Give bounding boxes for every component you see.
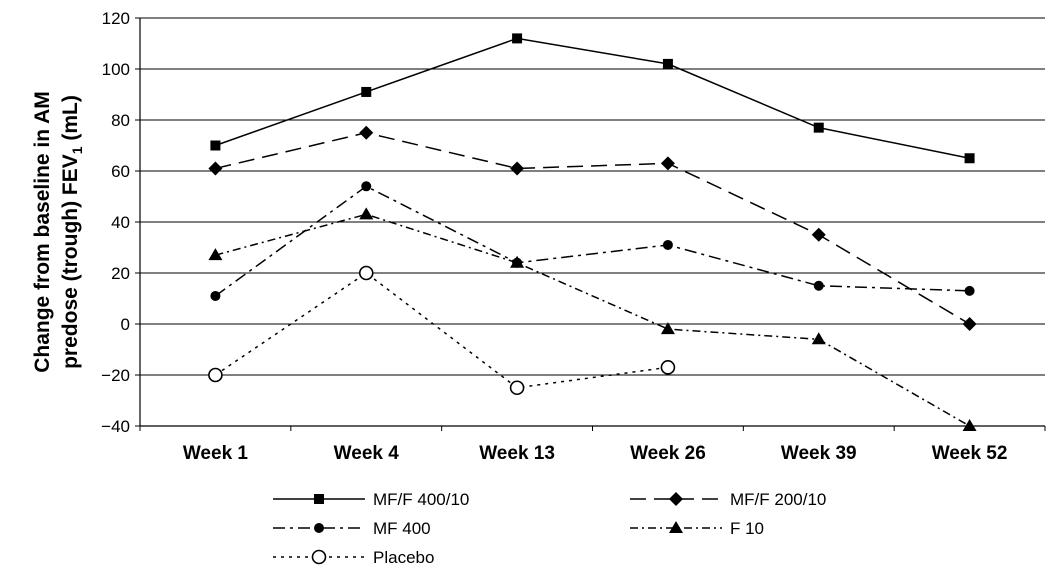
- legend-marker: [311, 549, 327, 565]
- legend-item: Placebo: [273, 548, 434, 567]
- data-point: [509, 380, 525, 396]
- legend-label: F 10: [730, 519, 764, 538]
- y-tick-label: −40: [101, 417, 130, 436]
- x-tick-label: Week 13: [479, 443, 555, 464]
- series-mf-f-400-10: [210, 33, 975, 164]
- legend-item: MF 400: [273, 519, 431, 538]
- x-tick-label: Week 1: [183, 443, 249, 464]
- data-point: [208, 161, 223, 176]
- series-line: [215, 213, 970, 427]
- data-point: [811, 332, 826, 345]
- data-point: [208, 248, 223, 261]
- series-mf-f-200-10: [208, 125, 977, 331]
- y-axis-label-unit: (mL): [59, 95, 82, 146]
- series-line: [214, 185, 970, 297]
- legend-item: MF/F 200/10: [630, 490, 826, 509]
- series-f-10: [208, 207, 977, 431]
- axes: [139, 18, 1045, 427]
- series-line: [215, 37, 970, 159]
- data-point: [813, 122, 824, 133]
- y-tick-label: 0: [121, 315, 130, 334]
- data-point: [964, 285, 975, 296]
- legend-marker: [669, 492, 683, 506]
- data-point: [361, 86, 372, 97]
- y-tick-label: 80: [111, 111, 130, 130]
- legend-marker: [314, 494, 324, 504]
- y-tick-label: 100: [102, 60, 130, 79]
- y-axis-label-line2: predose (trough) FEV1 (mL): [59, 95, 85, 369]
- series-line: [215, 131, 970, 325]
- data-point: [962, 419, 977, 431]
- y-tick-label: 40: [111, 213, 130, 232]
- legend-label: Placebo: [373, 548, 434, 567]
- data-point: [660, 322, 675, 335]
- data-point: [660, 156, 675, 171]
- series-line: [214, 272, 669, 389]
- y-axis-label-line1: Change from baseline in AM: [31, 91, 54, 373]
- legend: MF/F 400/10 MF/F 200/10 MF 400 F 10 Placebo: [273, 490, 826, 567]
- data-point: [210, 140, 221, 151]
- legend-item: MF/F 400/10: [273, 490, 469, 509]
- y-tick-label: 60: [111, 162, 130, 181]
- data-point: [208, 367, 223, 383]
- data-point: [510, 255, 525, 268]
- data-point: [512, 33, 523, 44]
- data-point: [359, 207, 374, 220]
- data-point: [510, 161, 525, 176]
- x-tick-label: Week 4: [334, 443, 400, 464]
- series-group: [208, 33, 977, 431]
- y-tick-label: 20: [111, 264, 130, 283]
- x-tick-label: Week 26: [630, 443, 706, 464]
- y-tick-label: 120: [102, 9, 130, 28]
- data-point: [358, 265, 374, 281]
- y-axis-label-main: predose (trough) FEV: [59, 154, 82, 369]
- gridlines: [140, 17, 1045, 376]
- x-axis-ticks: Week 1 Week 4 Week 13 Week 26 Week 39 Week 52: [139, 426, 1046, 464]
- data-point: [359, 125, 374, 140]
- series-placebo: [208, 265, 676, 396]
- data-point: [962, 317, 977, 331]
- legend-label: MF 400: [373, 519, 431, 538]
- x-tick-label: Week 52: [932, 443, 1008, 464]
- data-point: [662, 239, 673, 250]
- y-axis-ticks: −40 −20 0 20 40 60 80 100 120: [101, 9, 140, 436]
- data-point: [660, 360, 676, 375]
- legend-marker: [669, 521, 683, 533]
- y-axis-label-subscript: 1: [69, 146, 85, 154]
- data-point: [964, 153, 975, 164]
- data-point: [662, 58, 673, 69]
- legend-label: MF/F 400/10: [373, 490, 469, 509]
- data-point: [811, 227, 826, 242]
- legend-label: MF/F 200/10: [730, 490, 826, 509]
- y-tick-label: −20: [101, 366, 130, 385]
- data-point: [210, 290, 221, 301]
- series-mf-400: [210, 181, 975, 301]
- legend-marker: [314, 523, 324, 533]
- data-point: [813, 280, 824, 291]
- legend-item: F 10: [630, 519, 764, 538]
- x-tick-label: Week 39: [781, 443, 857, 464]
- data-point: [361, 181, 372, 192]
